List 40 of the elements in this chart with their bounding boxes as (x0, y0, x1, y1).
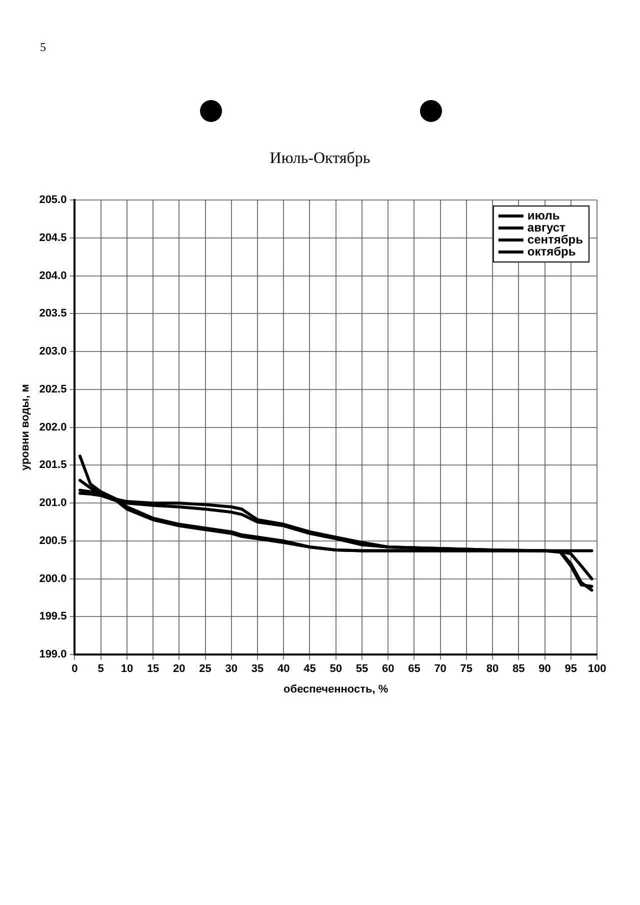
y-tick-label: 201.5 (39, 459, 67, 472)
x-tick-label: 0 (72, 663, 78, 676)
x-tick-label: 55 (356, 663, 368, 676)
x-tick-label: 45 (304, 663, 316, 676)
y-tick-label: 199.5 (39, 610, 67, 623)
x-tick-label: 40 (278, 663, 290, 676)
y-tick-label: 203.5 (39, 308, 67, 320)
x-tick-label: 70 (434, 663, 446, 676)
x-tick-label: 60 (382, 663, 394, 676)
y-tick-label: 204.0 (39, 270, 67, 282)
x-tick-label: 15 (146, 663, 160, 676)
y-tick-label: 204.5 (39, 232, 67, 244)
y-tick-label: 202.0 (39, 421, 67, 434)
x-tick-label: 90 (538, 663, 551, 676)
y-tick-label: 202.5 (39, 383, 67, 396)
y-tick-label: 200.0 (39, 572, 67, 585)
x-tick-label: 85 (512, 663, 525, 676)
chart-title: Июль-Октябрь (268, 150, 372, 168)
legend-label: август (527, 220, 566, 234)
x-tick-label: 35 (251, 663, 264, 676)
x-tick-label: 75 (460, 663, 473, 676)
y-tick-label: 203.0 (39, 346, 67, 358)
y-tick-label: 201.0 (39, 497, 67, 510)
text: 5 (40, 40, 46, 55)
legend-label: июль (527, 208, 560, 222)
x-tick-label: 95 (564, 663, 578, 676)
x-tick-label: 65 (408, 663, 420, 676)
y-tick-label: 200.5 (39, 534, 67, 547)
x-tick-label: 50 (330, 663, 342, 676)
x-tick-label: 100 (588, 663, 606, 676)
y-tick-label: 205.0 (39, 194, 67, 206)
x-tick-label: 25 (199, 663, 212, 676)
x-axis-title: обеспеченность, % (284, 683, 388, 696)
x-tick-label: 30 (225, 663, 238, 676)
x-tick-label: 80 (486, 663, 499, 676)
y-tick-label: 199.0 (39, 648, 67, 661)
y-axis-title: уровни воды, м (20, 384, 32, 471)
x-tick-label: 10 (120, 663, 134, 676)
x-tick-label: 5 (98, 663, 104, 676)
x-tick-label: 20 (173, 663, 186, 676)
